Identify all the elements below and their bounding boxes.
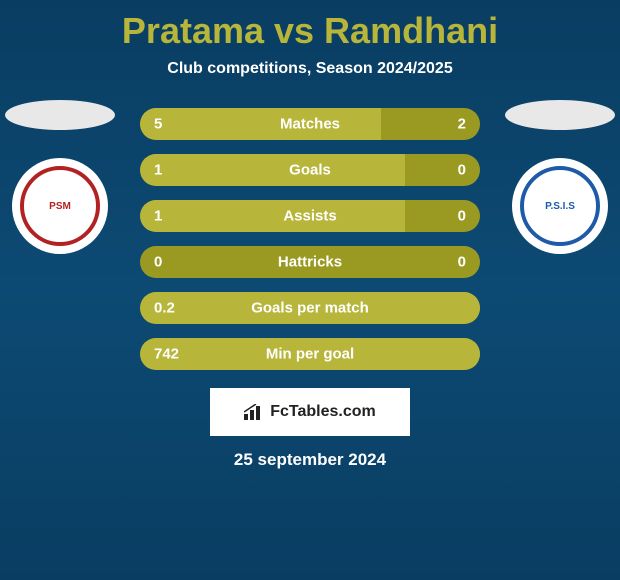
stat-value-left: 0 [154, 254, 162, 271]
stat-label: Assists [283, 208, 336, 225]
stat-label: Matches [280, 116, 340, 133]
stat-row: 1 0 Assists [140, 200, 480, 232]
page-title: Pratama vs Ramdhani [0, 0, 620, 52]
brand-text: FcTables.com [270, 403, 376, 421]
club-badge-left-label: PSM [20, 166, 100, 246]
stat-value-left: 1 [154, 162, 162, 179]
stat-label: Hattricks [278, 254, 342, 271]
stat-value-left: 742 [154, 346, 179, 363]
stat-label: Min per goal [266, 346, 354, 363]
stat-label: Goals [289, 162, 331, 179]
stat-bars: 5 2 Matches 1 0 Goals 1 0 Assists 0 0 Hattricks 0.2 G… [140, 108, 480, 370]
subtitle: Club competitions, Season 2024/2025 [0, 60, 620, 78]
chart-icon [244, 404, 264, 420]
stat-bar-left [140, 200, 405, 232]
oval-shadow-right [505, 100, 615, 130]
stat-row: 0.2 Goals per match [140, 292, 480, 324]
stat-bar-left [140, 108, 381, 140]
club-badge-left: PSM [12, 158, 108, 254]
stat-value-left: 5 [154, 116, 162, 133]
stat-row: 742 Min per goal [140, 338, 480, 370]
comparison-area: PSM P.S.I.S 5 2 Matches 1 0 Goals 1 0 Assists 0 0 H… [0, 108, 620, 370]
brand-badge: FcTables.com [210, 388, 410, 436]
stat-value-right: 2 [458, 116, 466, 133]
stat-value-right: 0 [458, 254, 466, 271]
stat-row: 5 2 Matches [140, 108, 480, 140]
club-badge-right-label: P.S.I.S [520, 166, 600, 246]
stat-value-right: 0 [458, 162, 466, 179]
stat-label: Goals per match [251, 300, 369, 317]
oval-shadow-left [5, 100, 115, 130]
stat-value-left: 0.2 [154, 300, 175, 317]
stat-value-right: 0 [458, 208, 466, 225]
stat-value-left: 1 [154, 208, 162, 225]
club-badge-right: P.S.I.S [512, 158, 608, 254]
date-text: 25 september 2024 [0, 450, 620, 470]
stat-row: 1 0 Goals [140, 154, 480, 186]
stat-bar-left [140, 154, 405, 186]
stat-row: 0 0 Hattricks [140, 246, 480, 278]
